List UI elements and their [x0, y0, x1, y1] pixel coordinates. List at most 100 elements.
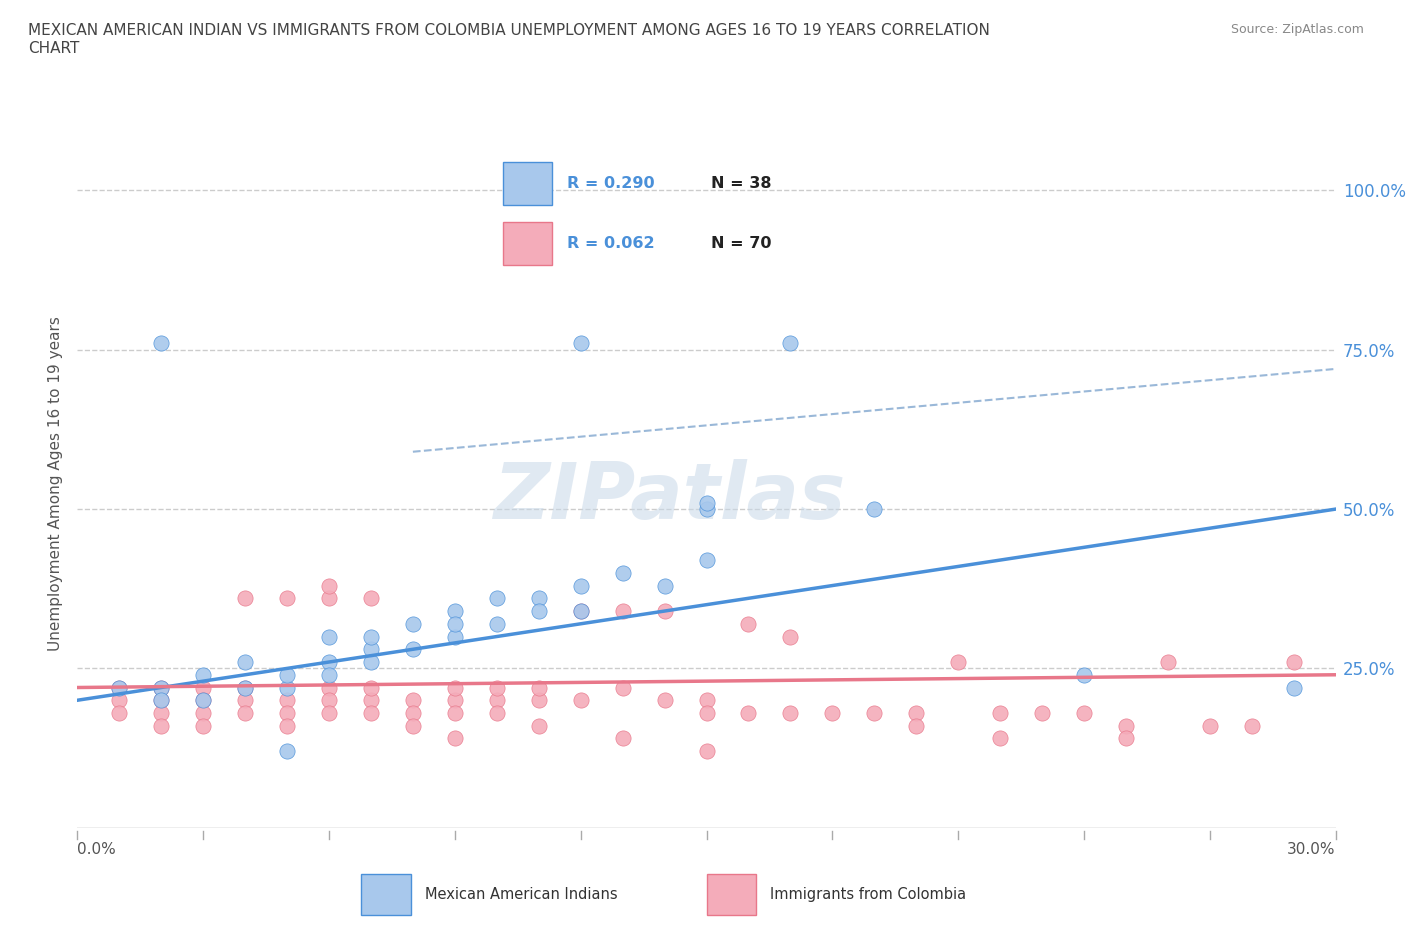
- Point: [318, 680, 340, 695]
- Point: [1073, 706, 1095, 721]
- Point: [150, 680, 173, 695]
- Point: [108, 680, 131, 695]
- Point: [150, 693, 173, 708]
- Point: [863, 706, 886, 721]
- Point: [318, 578, 340, 593]
- Point: [360, 591, 382, 605]
- Point: [988, 731, 1011, 746]
- Point: [318, 591, 340, 605]
- Point: [863, 501, 886, 516]
- Point: [1282, 680, 1305, 695]
- Point: [191, 693, 215, 708]
- Point: [108, 680, 131, 695]
- Point: [150, 706, 173, 721]
- Point: [444, 731, 467, 746]
- Point: [318, 629, 340, 644]
- Point: [402, 706, 425, 721]
- Point: [905, 706, 928, 721]
- Point: [527, 718, 550, 733]
- Point: [276, 668, 298, 683]
- Point: [654, 693, 676, 708]
- Point: [1282, 655, 1305, 670]
- Point: [485, 693, 508, 708]
- Point: [444, 604, 467, 618]
- Point: [612, 565, 634, 580]
- Point: [360, 680, 382, 695]
- Point: [318, 655, 340, 670]
- Point: [696, 693, 718, 708]
- Point: [696, 501, 718, 516]
- Point: [612, 731, 634, 746]
- Point: [569, 336, 592, 351]
- Point: [654, 578, 676, 593]
- Point: [233, 591, 256, 605]
- Point: [527, 604, 550, 618]
- Point: [233, 680, 256, 695]
- Point: [276, 693, 298, 708]
- Point: [233, 693, 256, 708]
- Point: [485, 591, 508, 605]
- Point: [191, 680, 215, 695]
- Point: [360, 629, 382, 644]
- Point: [360, 706, 382, 721]
- Point: [444, 693, 467, 708]
- Point: [150, 718, 173, 733]
- Point: [1115, 731, 1137, 746]
- Point: [569, 604, 592, 618]
- Point: [318, 668, 340, 683]
- Point: [276, 744, 298, 759]
- Point: [485, 617, 508, 631]
- Text: 30.0%: 30.0%: [1288, 842, 1336, 857]
- Point: [1115, 718, 1137, 733]
- Point: [485, 706, 508, 721]
- Point: [360, 693, 382, 708]
- Point: [527, 680, 550, 695]
- Text: Source: ZipAtlas.com: Source: ZipAtlas.com: [1230, 23, 1364, 36]
- Text: ZIPatlas: ZIPatlas: [492, 459, 845, 536]
- Point: [612, 604, 634, 618]
- Point: [1157, 655, 1180, 670]
- Point: [779, 629, 801, 644]
- Point: [948, 655, 970, 670]
- Point: [402, 718, 425, 733]
- Point: [191, 718, 215, 733]
- Text: 0.0%: 0.0%: [77, 842, 117, 857]
- Point: [233, 655, 256, 670]
- Point: [696, 552, 718, 567]
- Y-axis label: Unemployment Among Ages 16 to 19 years: Unemployment Among Ages 16 to 19 years: [48, 316, 63, 651]
- Point: [654, 604, 676, 618]
- Point: [569, 578, 592, 593]
- Point: [191, 693, 215, 708]
- Point: [191, 706, 215, 721]
- Point: [779, 336, 801, 351]
- Point: [444, 680, 467, 695]
- Point: [150, 680, 173, 695]
- Point: [402, 617, 425, 631]
- Point: [696, 744, 718, 759]
- Point: [1031, 706, 1053, 721]
- Point: [276, 718, 298, 733]
- Point: [444, 706, 467, 721]
- Point: [527, 693, 550, 708]
- Point: [696, 496, 718, 511]
- Point: [150, 693, 173, 708]
- Point: [402, 693, 425, 708]
- Point: [233, 706, 256, 721]
- Point: [108, 693, 131, 708]
- Point: [988, 706, 1011, 721]
- Point: [108, 706, 131, 721]
- Point: [402, 642, 425, 657]
- Point: [276, 680, 298, 695]
- Point: [444, 629, 467, 644]
- Point: [150, 336, 173, 351]
- Text: MEXICAN AMERICAN INDIAN VS IMMIGRANTS FROM COLOMBIA UNEMPLOYMENT AMONG AGES 16 T: MEXICAN AMERICAN INDIAN VS IMMIGRANTS FR…: [28, 23, 990, 56]
- Point: [191, 668, 215, 683]
- Point: [276, 706, 298, 721]
- Point: [737, 617, 759, 631]
- Point: [569, 604, 592, 618]
- Point: [485, 680, 508, 695]
- Point: [360, 655, 382, 670]
- Point: [318, 706, 340, 721]
- Point: [821, 706, 844, 721]
- Point: [360, 642, 382, 657]
